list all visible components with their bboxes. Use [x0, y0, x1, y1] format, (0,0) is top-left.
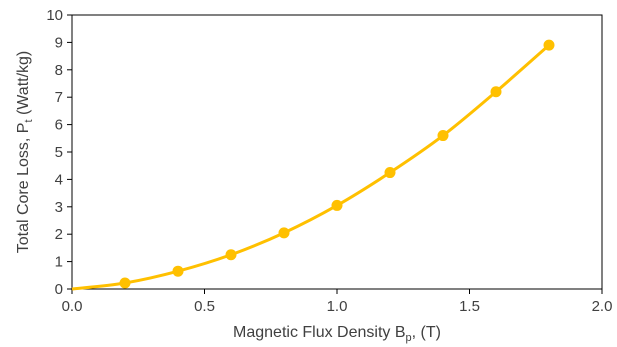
- x-axis-label: Magnetic Flux Density Bp, (T): [233, 324, 441, 344]
- x-tick-label: 1.5: [459, 298, 480, 315]
- y-tick-label: 9: [55, 34, 63, 51]
- data-point: [490, 86, 502, 98]
- x-tick-label: 0.5: [194, 298, 215, 315]
- y-tick-label: 1: [55, 254, 63, 271]
- y-tick-label: 0: [55, 281, 63, 298]
- series-curve: [71, 44, 550, 291]
- data-point: [331, 199, 343, 211]
- y-tick-label: 6: [55, 117, 63, 134]
- data-point: [225, 249, 237, 261]
- y-tick-label: 3: [55, 199, 63, 216]
- y-tick-label: 2: [55, 226, 63, 243]
- data-point: [437, 130, 449, 142]
- data-point: [278, 227, 290, 239]
- x-axis-ticks: 0.0 0.5 1.0 1.5 2.0: [62, 289, 613, 315]
- y-tick-label: 4: [55, 171, 63, 188]
- y-axis-label: Total Core Loss, Pt (Watt/kg): [15, 51, 35, 254]
- x-tick-label: 1.0: [327, 298, 348, 315]
- data-point: [119, 277, 131, 289]
- x-tick-label: 0.0: [62, 298, 83, 315]
- y-tick-label: 10: [46, 7, 63, 24]
- x-tick-label: 2.0: [592, 298, 613, 315]
- data-point: [172, 265, 184, 277]
- y-tick-label: 7: [55, 89, 63, 106]
- y-tick-label: 5: [55, 144, 63, 161]
- y-tick-label: 8: [55, 62, 63, 79]
- series-markers: [119, 39, 555, 289]
- y-axis-ticks: 0 1 2 3 4 5 6 7 8 9 10: [46, 7, 72, 298]
- plot-frame: [71, 14, 603, 290]
- data-point: [543, 39, 555, 51]
- data-point: [384, 167, 396, 179]
